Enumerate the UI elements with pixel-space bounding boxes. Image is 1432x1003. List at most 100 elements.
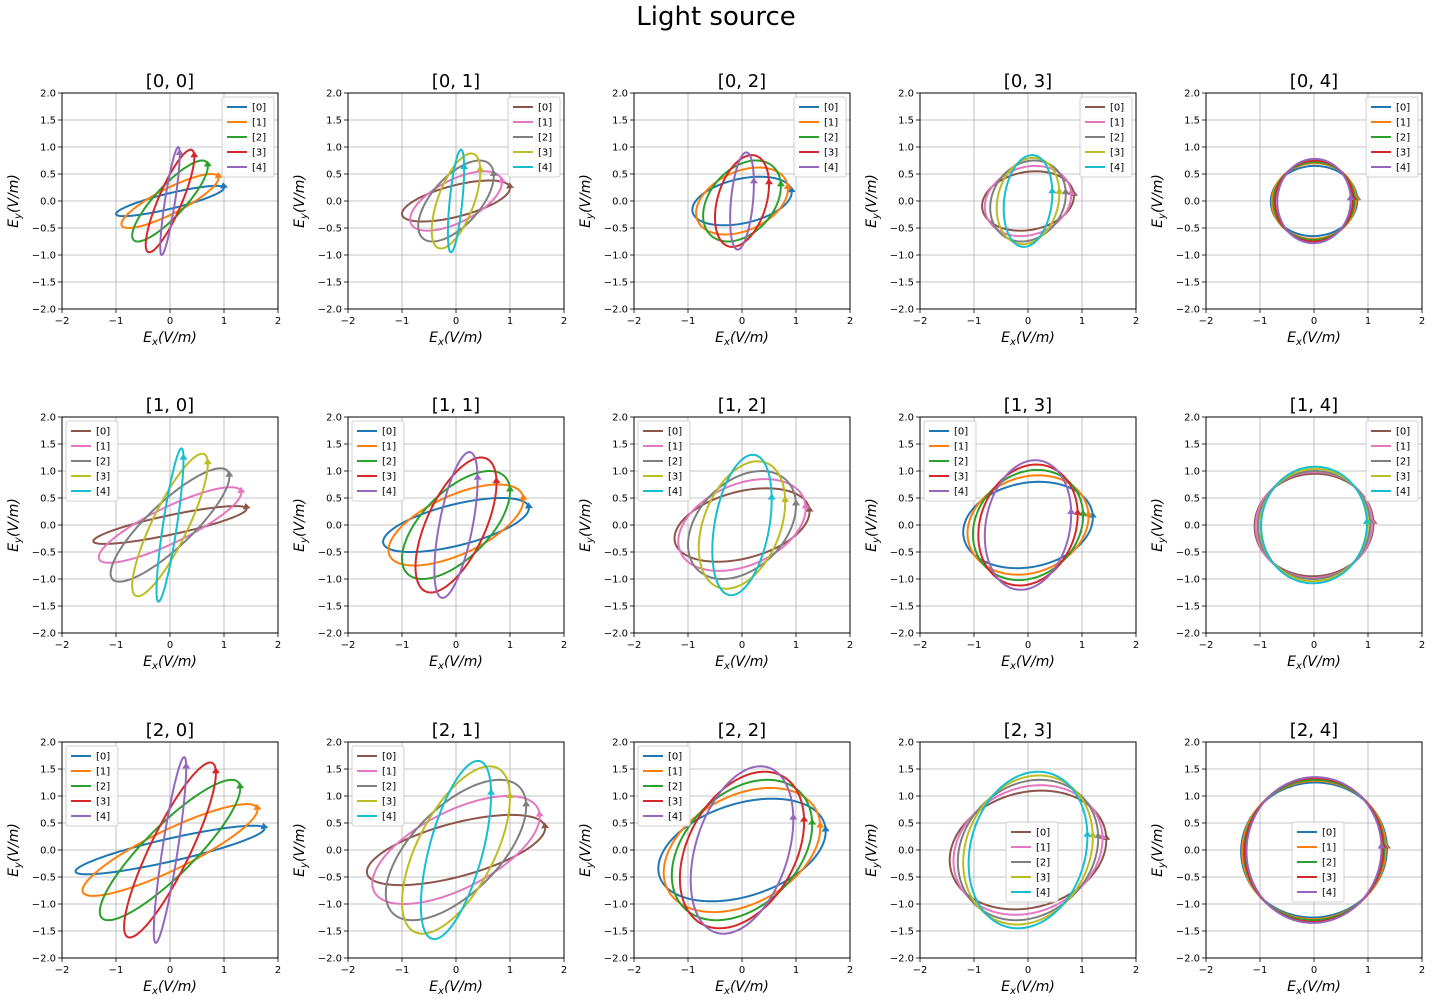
x-tick-label: −2 <box>341 965 356 976</box>
series-arrow-[1] <box>497 176 506 183</box>
y-tick-label: −1.0 <box>32 251 56 262</box>
legend-box <box>1079 96 1133 178</box>
series-arrow-[0] <box>220 182 228 189</box>
legend-label-[1]: [1] <box>668 767 682 778</box>
series-arrow-[4] <box>460 163 469 170</box>
y-tick-label: 0.0 <box>1184 197 1200 208</box>
y-tick-label: 0.5 <box>326 494 342 505</box>
y-axis-label: Ey(V/m) <box>6 498 24 552</box>
legend-label-[2]: [2] <box>96 782 110 793</box>
x-tick-label: 2 <box>847 316 853 327</box>
y-tick-label: −1.5 <box>890 927 914 938</box>
series-arrow-[4] <box>473 473 482 480</box>
y-tick-label: 1.0 <box>612 143 628 154</box>
y-tick-label: 2.0 <box>40 738 56 749</box>
legend-box <box>923 420 977 502</box>
series-arrow-[4] <box>1377 842 1386 849</box>
legend-label-[0]: [0] <box>382 752 396 763</box>
subplot-title: [2, 1] <box>432 720 480 741</box>
legend-label-[0]: [0] <box>252 103 266 114</box>
subplot-title: [2, 0] <box>146 720 194 741</box>
legend-label-[0]: [0] <box>954 427 968 438</box>
legend-label-[2]: [2] <box>252 133 266 144</box>
x-tick-label: 1 <box>1365 965 1371 976</box>
y-tick-label: 0.0 <box>612 197 628 208</box>
y-axis-label: Ey(V/m) <box>1150 174 1168 228</box>
y-axis-label: Ey(V/m) <box>292 498 310 552</box>
legend-box <box>351 420 405 502</box>
series-curve-[3] <box>131 452 209 598</box>
series-curve-[1] <box>120 173 220 229</box>
series-arrow-[4] <box>1362 517 1371 524</box>
y-tick-label: 1.0 <box>612 467 628 478</box>
legend-label-[1]: [1] <box>382 767 396 778</box>
subplot-title: [2, 3] <box>1004 720 1052 741</box>
y-tick-label: 1.5 <box>326 440 342 451</box>
y-tick-label: 0.5 <box>612 494 628 505</box>
legend-label-[1]: [1] <box>538 118 552 129</box>
series-arrow-[4] <box>789 813 798 820</box>
series-arrow-[1] <box>816 821 825 828</box>
legend-label-[3]: [3] <box>96 797 110 808</box>
legend-label-[4]: [4] <box>1322 888 1336 899</box>
series-curve-[0] <box>948 789 1108 911</box>
subplot-title: [0, 3] <box>1004 71 1052 92</box>
series-arrow-[4] <box>767 493 776 500</box>
legend-label-[0]: [0] <box>1036 828 1050 839</box>
legend-label-[3]: [3] <box>824 148 838 159</box>
subplot-title: [1, 3] <box>1004 395 1052 416</box>
x-axis-label: Ex(V/m) <box>143 979 197 997</box>
legend-label-[2]: [2] <box>1322 858 1336 869</box>
legend-box <box>221 96 275 178</box>
x-tick-label: 1 <box>507 965 513 976</box>
legend-label-[3]: [3] <box>382 472 396 483</box>
legend: [0] [1] [2] [3] [4] <box>637 420 691 502</box>
y-tick-label: −2.0 <box>318 954 342 965</box>
y-tick-label: −2.0 <box>1176 629 1200 640</box>
x-axis-label: Ex(V/m) <box>715 979 769 997</box>
y-tick-label: −1.5 <box>890 602 914 613</box>
series-curve-[4] <box>1245 776 1383 924</box>
legend-label-[2]: [2] <box>382 782 396 793</box>
series-arrow-[1] <box>783 182 792 190</box>
legend-box <box>65 420 119 502</box>
legend-label-[0]: [0] <box>668 427 682 438</box>
y-tick-label: −2.0 <box>32 305 56 316</box>
x-axis-label: Ex(V/m) <box>1001 330 1055 348</box>
legend: [0] [1] [2] [3] [4] <box>1005 821 1059 903</box>
legend-label-[3]: [3] <box>954 472 968 483</box>
series-curve-[2] <box>109 467 231 583</box>
y-tick-label: 0.0 <box>40 846 56 857</box>
legend-label-[2]: [2] <box>1036 858 1050 869</box>
y-tick-label: 1.0 <box>612 792 628 803</box>
legend-label-[4]: [4] <box>538 163 552 174</box>
legend-label-[4]: [4] <box>668 812 682 823</box>
x-axis-label: Ex(V/m) <box>1287 979 1341 997</box>
legend-label-[1]: [1] <box>252 118 266 129</box>
legend-label-[4]: [4] <box>96 812 110 823</box>
series-curve-[4] <box>967 770 1089 930</box>
y-tick-label: 2.0 <box>898 413 914 424</box>
series-arrow-[0] <box>260 822 269 830</box>
y-tick-label: 2.0 <box>898 89 914 100</box>
series-arrow-[3] <box>781 495 790 502</box>
subplot-title: [1, 4] <box>1290 395 1338 416</box>
legend: [0] [1] [2] [3] [4] <box>637 745 691 827</box>
x-tick-label: −1 <box>967 640 982 651</box>
y-tick-label: 0.0 <box>326 846 342 857</box>
y-tick-label: 0.5 <box>1184 170 1200 181</box>
y-tick-label: −1.5 <box>604 927 628 938</box>
series-arrow-[2] <box>792 499 800 506</box>
legend-box <box>351 745 405 827</box>
x-tick-label: 0 <box>1311 965 1317 976</box>
series-curve-[0] <box>1269 164 1359 238</box>
series-arrow-[1] <box>535 810 544 817</box>
legend-label-[2]: [2] <box>96 457 110 468</box>
y-tick-label: −0.5 <box>890 873 914 884</box>
legend-label-[1]: [1] <box>954 442 968 453</box>
x-tick-label: −1 <box>1253 640 1268 651</box>
series-arrow-[3] <box>476 165 485 172</box>
legend-box <box>507 96 561 178</box>
x-tick-label: 1 <box>793 640 799 651</box>
y-tick-label: 0.0 <box>40 197 56 208</box>
